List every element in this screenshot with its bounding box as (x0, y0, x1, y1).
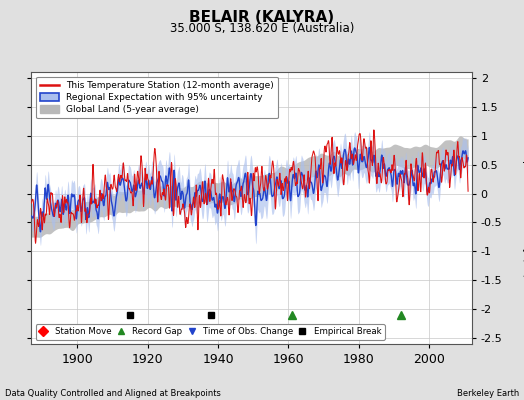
Y-axis label: Temperature Anomaly (°C): Temperature Anomaly (°C) (522, 138, 524, 278)
Text: BELAIR (KALYRA): BELAIR (KALYRA) (190, 10, 334, 25)
Text: Berkeley Earth: Berkeley Earth (456, 389, 519, 398)
Legend: Station Move, Record Gap, Time of Obs. Change, Empirical Break: Station Move, Record Gap, Time of Obs. C… (36, 324, 385, 340)
Text: Data Quality Controlled and Aligned at Breakpoints: Data Quality Controlled and Aligned at B… (5, 389, 221, 398)
Text: 35.000 S, 138.620 E (Australia): 35.000 S, 138.620 E (Australia) (170, 22, 354, 35)
